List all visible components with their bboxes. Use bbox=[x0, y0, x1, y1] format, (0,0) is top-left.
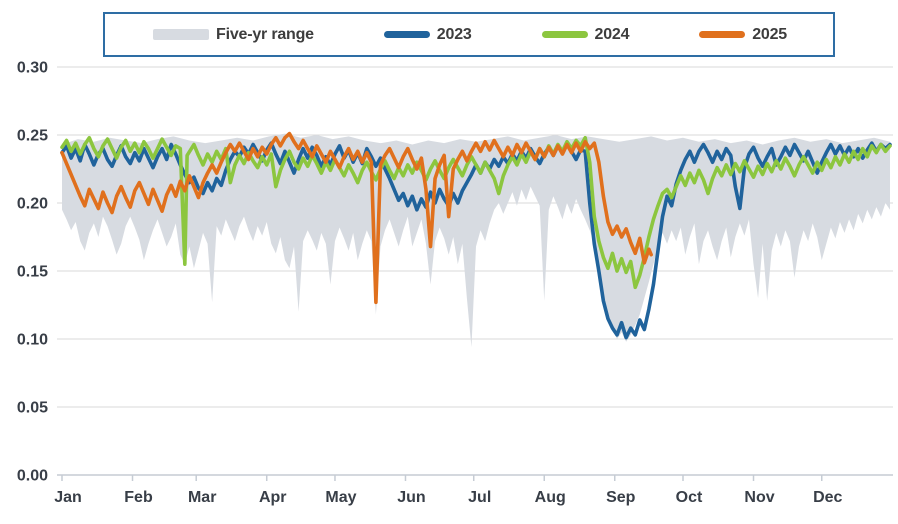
y-axis-tick-label: 0.10 bbox=[17, 332, 48, 349]
legend-item-2024: 2024 bbox=[541, 25, 630, 44]
x-axis-tick-label: Jan bbox=[54, 489, 82, 506]
y-axis-tick-label: 0.20 bbox=[17, 196, 48, 213]
x-axis-tick-label: Jul bbox=[468, 489, 491, 506]
legend-item-five-yr-range: Five-yr range bbox=[153, 26, 314, 44]
y-axis-tick-label: 0.25 bbox=[17, 128, 48, 145]
2024-line-swatch-icon bbox=[541, 31, 588, 38]
legend-label-2023: 2023 bbox=[436, 25, 472, 43]
x-axis-tick-label: Sep bbox=[606, 489, 636, 506]
x-axis-tick-label: Nov bbox=[744, 489, 774, 506]
x-axis-tick-label: Feb bbox=[124, 489, 153, 506]
x-axis-tick-label: Apr bbox=[259, 489, 287, 506]
five-yr-range-band bbox=[62, 133, 890, 348]
legend-item-2023: 2023 bbox=[383, 25, 472, 44]
y-axis-tick-label: 0.05 bbox=[17, 400, 48, 417]
2023-line-swatch-icon bbox=[383, 31, 430, 38]
legend-label-2024: 2024 bbox=[594, 25, 630, 43]
legend-item-2025: 2025 bbox=[699, 26, 787, 44]
2025-line-swatch-icon bbox=[699, 31, 746, 38]
x-axis-tick-label: Dec bbox=[813, 489, 842, 506]
x-axis-tick-label: Mar bbox=[188, 489, 216, 506]
x-axis-tick-label: Aug bbox=[535, 489, 566, 506]
x-axis-tick-label: May bbox=[325, 489, 356, 506]
chart-legend: Five-yr range 2023 2024 2025 bbox=[103, 12, 835, 57]
series-line-2025 bbox=[60, 131, 653, 305]
five-yr-range-swatch-icon bbox=[153, 29, 209, 40]
x-axis-tick-label: Jun bbox=[397, 489, 425, 506]
y-axis-tick-label: 0.30 bbox=[17, 60, 48, 77]
y-axis-tick-label: 0.00 bbox=[17, 468, 48, 485]
legend-label-five-yr-range: Five-yr range bbox=[216, 25, 314, 43]
series-line-2024 bbox=[60, 135, 892, 290]
y-axis-tick-label: 0.15 bbox=[17, 264, 48, 281]
x-axis-tick-label: Oct bbox=[676, 489, 703, 506]
legend-label-2025: 2025 bbox=[752, 25, 787, 43]
